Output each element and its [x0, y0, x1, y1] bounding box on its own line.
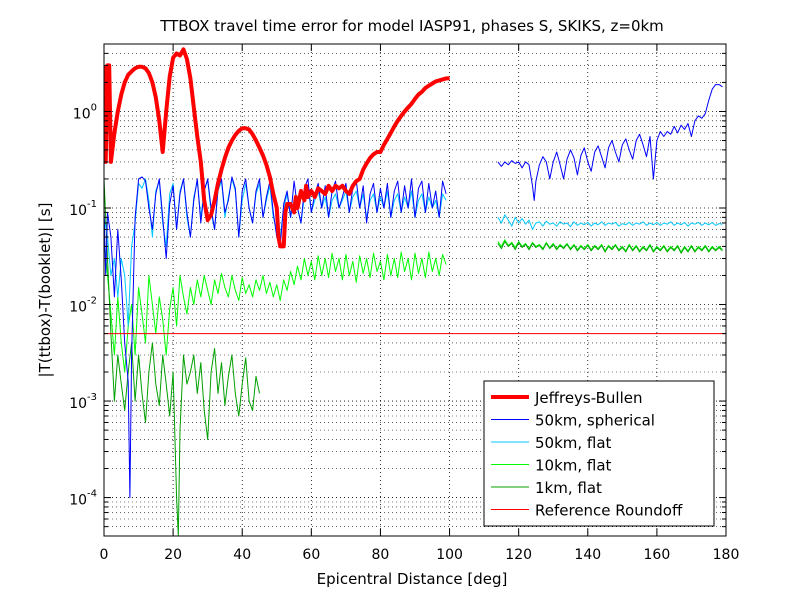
x-tick-label: 20 [164, 547, 182, 563]
y-tick-base: 10 [69, 300, 87, 316]
series-line-1km-flat [104, 178, 260, 536]
series-1km-flat [104, 178, 723, 536]
x-tick-label: 120 [505, 547, 532, 563]
series-jeffreys-bullen [104, 47, 450, 249]
axis-ticks [103, 44, 727, 536]
series-10km-flat [104, 237, 723, 373]
series-50km-spherical [104, 84, 723, 499]
x-tick-labels: 0 20 40 60 80 100 120 140 160 180 [100, 547, 740, 563]
x-tick-label: 0 [100, 547, 109, 563]
y-tick-exponent: -3 [87, 392, 97, 403]
chart-title: TTBOX travel time error for model IASP91… [159, 17, 664, 35]
x-tick-label: 80 [372, 547, 390, 563]
x-tick-label: 40 [233, 547, 251, 563]
legend-label: 1km, flat [535, 479, 602, 497]
y-tick-exponent: -2 [87, 296, 97, 307]
legend-label: 50km, spherical [535, 412, 655, 430]
series-line-50km-spherical [497, 84, 723, 201]
x-tick-label: 180 [713, 547, 740, 563]
x-axis-label: Epicentral Distance [deg] [317, 570, 508, 588]
plot-frame [103, 43, 727, 537]
y-axis-label: |T(ttbox)-T(booklet)| [s] [36, 203, 54, 378]
y-tick-label: 100 [73, 102, 97, 122]
legend-box [483, 380, 715, 527]
y-tick-base: 10 [73, 106, 91, 122]
legend-label: Jeffreys-Bullen [534, 389, 643, 407]
x-tick-label: 160 [644, 547, 671, 563]
y-tick-label: 10-1 [69, 199, 97, 219]
x-tick-label: 140 [574, 547, 601, 563]
x-tick-label: 60 [302, 547, 320, 563]
y-tick-base: 10 [69, 493, 87, 509]
legend-label: Reference Roundoff [535, 502, 683, 520]
y-tick-exponent: 0 [91, 102, 97, 113]
legend-label: 10km, flat [535, 457, 612, 475]
y-tick-base: 10 [69, 396, 87, 412]
y-tick-label: 10-3 [69, 392, 97, 412]
series-line-50km-flat [497, 214, 723, 230]
series-line-10km-flat [497, 239, 723, 253]
series-line-50km-spherical [104, 176, 447, 499]
y-tick-label: 10-2 [69, 296, 97, 316]
y-tick-label: 10-4 [69, 489, 97, 509]
series-line-1km-flat [497, 241, 723, 254]
y-tick-exponent: -1 [87, 199, 97, 210]
series-layer [104, 47, 726, 536]
legend-label: 50km, flat [535, 434, 612, 452]
x-tick-label: 100 [436, 547, 463, 563]
y-tick-base: 10 [69, 203, 87, 219]
legend: Jeffreys-Bullen 50km, spherical 50km, flat… [483, 380, 715, 527]
series-line-10km-flat [104, 237, 447, 373]
series-line-jeffreys-bullen [104, 47, 450, 249]
y-tick-exponent: -4 [87, 489, 97, 500]
